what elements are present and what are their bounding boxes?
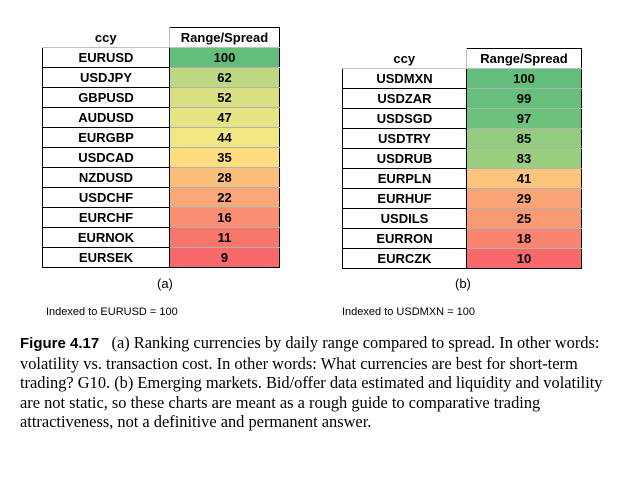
currency-pair-cell: USDSGD <box>342 108 467 129</box>
range-spread-cell: 28 <box>169 167 280 188</box>
range-spread-cell: 52 <box>169 87 280 108</box>
table-b-header-ccy: ccy <box>342 48 467 69</box>
table-row: USDCAD 35 <box>42 147 280 168</box>
range-spread-cell: 10 <box>466 248 582 269</box>
figure-label: Figure 4.17 <box>20 335 100 352</box>
range-spread-cell: 47 <box>169 107 280 128</box>
currency-pair-cell: USDILS <box>342 208 467 229</box>
table-row: USDCHF 22 <box>42 187 280 208</box>
table-b-header-row: ccy Range/Spread <box>342 48 582 69</box>
table-row: EURPLN 41 <box>342 168 582 189</box>
currency-pair-cell: USDTRY <box>342 128 467 149</box>
table-b-index-note: Indexed to USDMXN = 100 <box>342 306 475 318</box>
currency-pair-cell: EURUSD <box>42 47 170 68</box>
range-spread-cell: 41 <box>466 168 582 189</box>
currency-pair-cell: EURCZK <box>342 248 467 269</box>
range-spread-cell: 25 <box>466 208 582 229</box>
range-spread-cell: 22 <box>169 187 280 208</box>
table-row: USDILS 25 <box>342 208 582 229</box>
table-b-emerging: ccy Range/Spread USDMXN 100 USDZAR 99 USDSGD… <box>342 48 582 269</box>
currency-pair-cell: USDCAD <box>42 147 170 168</box>
currency-pair-cell: GBPUSD <box>42 87 170 108</box>
table-row: USDZAR 99 <box>342 88 582 109</box>
currency-pair-cell: AUDUSD <box>42 107 170 128</box>
table-b-label: (b) <box>455 276 471 291</box>
table-row: EURCHF 16 <box>42 207 280 228</box>
table-a-g10: ccy Range/Spread EURUSD 100 USDJPY 62 GBPUSD… <box>42 27 280 268</box>
table-b-body: USDMXN 100 USDZAR 99 USDSGD 97 USDTRY 85 USDRUB 8… <box>342 68 582 269</box>
range-spread-cell: 35 <box>169 147 280 168</box>
table-row: EURSEK 9 <box>42 247 280 268</box>
range-spread-cell: 85 <box>466 128 582 149</box>
range-spread-cell: 16 <box>169 207 280 228</box>
table-a-body: EURUSD 100 USDJPY 62 GBPUSD 52 AUDUSD 47 EURGBP 4… <box>42 47 280 268</box>
table-a-header-ccy: ccy <box>42 27 170 48</box>
range-spread-cell: 18 <box>466 228 582 249</box>
table-row: EURRON 18 <box>342 228 582 249</box>
table-row: USDTRY 85 <box>342 128 582 149</box>
currency-pair-cell: EURGBP <box>42 127 170 148</box>
range-spread-cell: 11 <box>169 227 280 248</box>
range-spread-cell: 97 <box>466 108 582 129</box>
currency-pair-cell: EURPLN <box>342 168 467 189</box>
range-spread-cell: 99 <box>466 88 582 109</box>
currency-pair-cell: USDZAR <box>342 88 467 109</box>
currency-pair-cell: USDRUB <box>342 148 467 169</box>
range-spread-cell: 83 <box>466 148 582 169</box>
table-row: USDRUB 83 <box>342 148 582 169</box>
table-row: EURCZK 10 <box>342 248 582 269</box>
table-row: EURHUF 29 <box>342 188 582 209</box>
currency-pair-cell: EURCHF <box>42 207 170 228</box>
range-spread-cell: 100 <box>169 47 280 68</box>
table-a-header-row: ccy Range/Spread <box>42 27 280 48</box>
table-b-header-value: Range/Spread <box>466 48 582 69</box>
table-row: EURGBP 44 <box>42 127 280 148</box>
table-row: USDJPY 62 <box>42 67 280 88</box>
currency-pair-cell: EURSEK <box>42 247 170 268</box>
table-row: EURNOK 11 <box>42 227 280 248</box>
range-spread-cell: 62 <box>169 67 280 88</box>
range-spread-cell: 9 <box>169 247 280 268</box>
table-row: USDSGD 97 <box>342 108 582 129</box>
currency-pair-cell: EURNOK <box>42 227 170 248</box>
currency-pair-cell: NZDUSD <box>42 167 170 188</box>
table-a-label: (a) <box>157 276 173 291</box>
figure-caption: Figure 4.17 (a) Ranking currencies by da… <box>20 333 612 432</box>
currency-pair-cell: EURRON <box>342 228 467 249</box>
table-row: GBPUSD 52 <box>42 87 280 108</box>
table-a-header-value: Range/Spread <box>169 27 280 48</box>
range-spread-cell: 100 <box>466 68 582 89</box>
currency-pair-cell: USDMXN <box>342 68 467 89</box>
table-row: NZDUSD 28 <box>42 167 280 188</box>
table-row: EURUSD 100 <box>42 47 280 68</box>
currency-pair-cell: USDJPY <box>42 67 170 88</box>
range-spread-cell: 44 <box>169 127 280 148</box>
range-spread-cell: 29 <box>466 188 582 209</box>
table-row: AUDUSD 47 <box>42 107 280 128</box>
currency-pair-cell: EURHUF <box>342 188 467 209</box>
table-a-index-note: Indexed to EURUSD = 100 <box>46 306 178 318</box>
table-row: USDMXN 100 <box>342 68 582 89</box>
currency-pair-cell: USDCHF <box>42 187 170 208</box>
figure-caption-text: (a) Ranking currencies by daily range co… <box>20 333 603 432</box>
